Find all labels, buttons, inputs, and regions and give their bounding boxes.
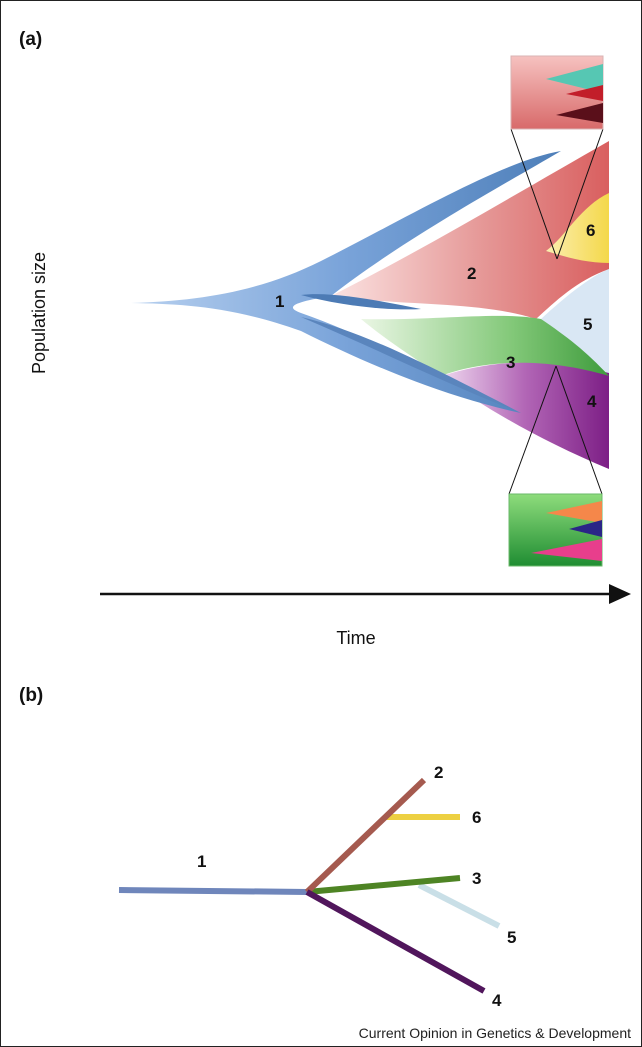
clone-3-label: 3 xyxy=(506,353,515,372)
fish-plot xyxy=(131,141,609,469)
subclone-navy xyxy=(569,520,602,537)
tree-label-6: 6 xyxy=(472,808,481,827)
tree-label-2: 2 xyxy=(434,763,443,782)
subclone-pink xyxy=(531,539,602,561)
inset-bottom xyxy=(508,365,603,567)
tree-label-5: 5 xyxy=(507,928,516,947)
tree-label-3: 3 xyxy=(472,869,481,888)
branch-2 xyxy=(304,777,427,895)
clone-5-label: 5 xyxy=(583,315,592,334)
time-axis xyxy=(100,584,631,604)
branch-3 xyxy=(306,875,461,895)
clone-1-main xyxy=(131,151,561,413)
tree-label-4: 4 xyxy=(492,991,502,1010)
clone-2-label: 2 xyxy=(467,264,476,283)
clone-4-region xyxy=(441,362,609,469)
clone-4-label: 4 xyxy=(587,392,597,411)
branch-4 xyxy=(305,889,486,994)
x-axis-label: Time xyxy=(336,628,375,648)
y-axis-label: Population size xyxy=(29,252,49,374)
journal-credit: Current Opinion in Genetics & Developmen… xyxy=(359,1025,631,1041)
inset-top xyxy=(510,55,604,260)
phylogeny-tree xyxy=(118,777,501,994)
panel-b-label: (b) xyxy=(19,685,43,706)
clone-3-region xyxy=(361,315,609,376)
subclone-darkred xyxy=(556,103,603,123)
subclone-teal xyxy=(546,64,603,93)
branch-5 xyxy=(417,882,501,929)
clone-1-label: 1 xyxy=(275,292,284,311)
branch-1 xyxy=(118,887,308,895)
subclone-red xyxy=(566,85,603,101)
panel-a-label: (a) xyxy=(19,29,42,50)
clone-2-region xyxy=(331,141,609,319)
clone-1-upper-band xyxy=(301,294,421,310)
tree-label-1: 1 xyxy=(197,852,206,871)
clone-6-label: 6 xyxy=(586,221,595,240)
clone-1-lower-band xyxy=(301,317,521,413)
subclone-orange xyxy=(546,501,602,523)
